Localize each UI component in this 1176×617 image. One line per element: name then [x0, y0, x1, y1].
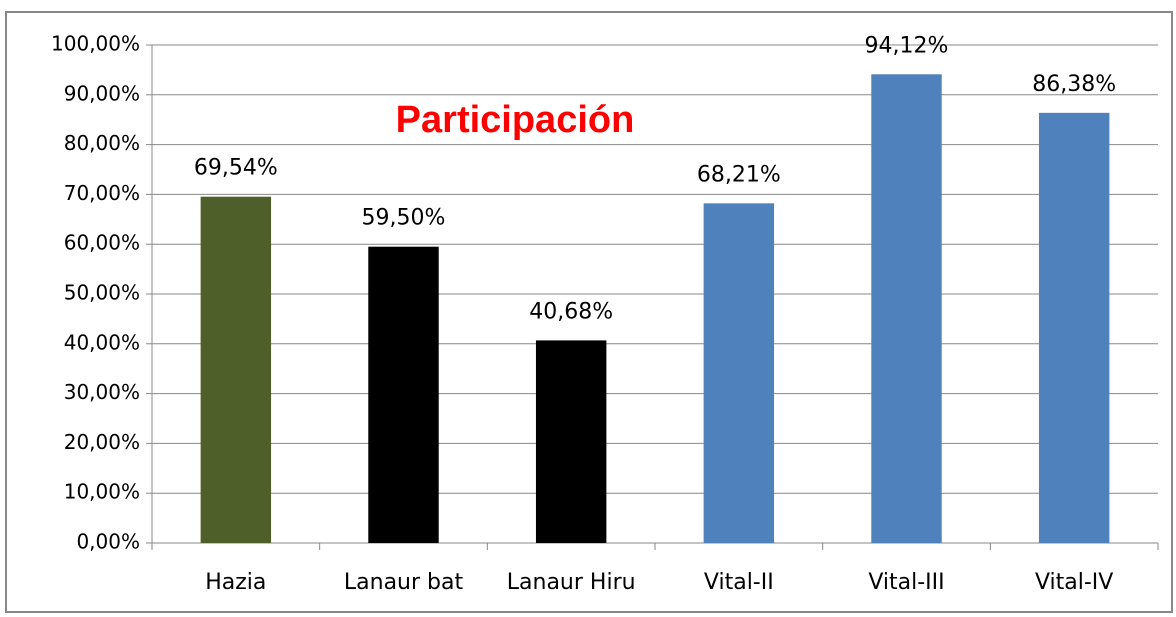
y-tick-label: 60,00%: [64, 231, 140, 255]
bar: [703, 203, 775, 543]
data-label: 40,68%: [529, 299, 613, 324]
y-tick-label: 100,00%: [51, 32, 140, 56]
bar: [200, 196, 272, 543]
x-tick-label: Lanaur Hiru: [507, 570, 636, 595]
data-label: 59,50%: [362, 206, 446, 231]
data-label: 69,54%: [194, 156, 278, 181]
y-tick-label: 40,00%: [64, 330, 140, 354]
y-tick-label: 80,00%: [64, 131, 140, 155]
y-tick-label: 90,00%: [64, 81, 140, 105]
x-tick-label: Vital-III: [868, 570, 944, 595]
y-tick-label: 10,00%: [64, 480, 140, 504]
bar: [1038, 112, 1110, 543]
data-label: 94,12%: [865, 33, 949, 58]
x-tick-label: Vital-II: [704, 570, 774, 595]
x-tick-label: Vital-IV: [1035, 570, 1113, 595]
bar: [535, 340, 607, 543]
data-label: 86,38%: [1032, 72, 1116, 97]
bar: [368, 246, 439, 543]
y-tick-label: 70,00%: [64, 181, 140, 205]
data-label: 68,21%: [697, 162, 781, 187]
chart-title: Participación: [396, 99, 635, 141]
x-tick-label: Lanaur bat: [344, 570, 464, 595]
y-tick-label: 30,00%: [64, 380, 140, 404]
y-tick-label: 20,00%: [64, 430, 140, 454]
bar: [871, 74, 942, 543]
x-tick-label: Hazia: [205, 570, 266, 595]
y-tick-label: 50,00%: [64, 281, 140, 305]
y-tick-label: 0,00%: [76, 530, 140, 554]
